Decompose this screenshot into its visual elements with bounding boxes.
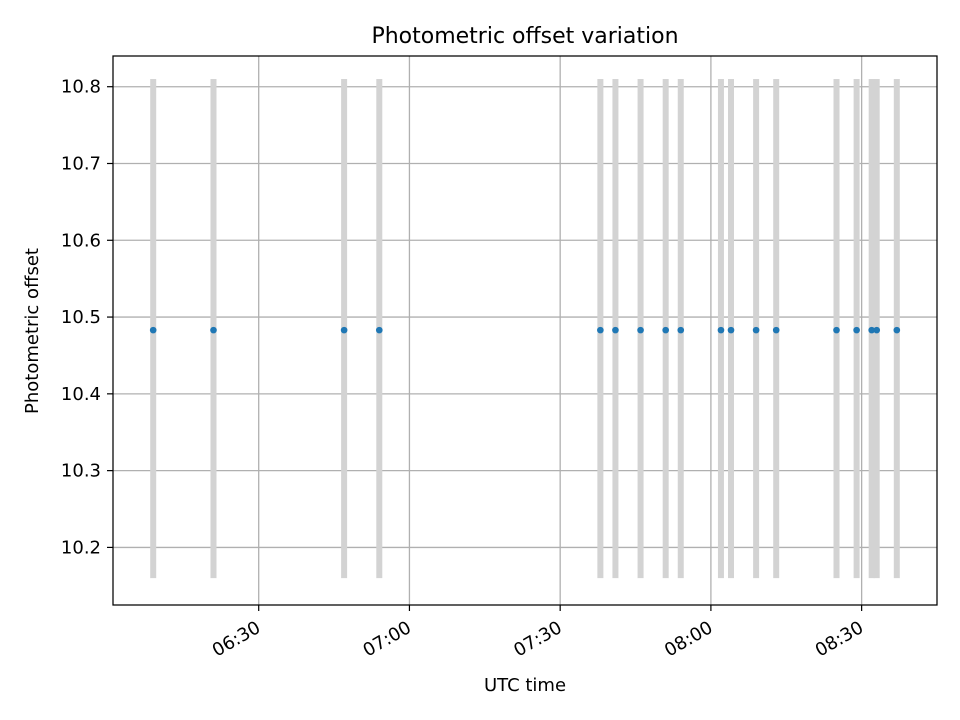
y-tick-label: 10.7: [61, 153, 101, 174]
data-point: [727, 326, 735, 334]
data-points: [149, 326, 901, 334]
y-tick-label: 10.6: [61, 230, 101, 251]
data-point: [210, 326, 217, 334]
data-point: [772, 326, 780, 334]
data-point: [597, 326, 604, 334]
data-point: [873, 326, 881, 334]
data-point: [833, 326, 840, 334]
data-point: [868, 326, 875, 334]
data-point: [375, 326, 383, 334]
data-point: [340, 326, 348, 334]
chart-title: Photometric offset variation: [371, 24, 678, 49]
grid: [113, 56, 937, 605]
data-point: [637, 326, 644, 334]
data-point: [853, 326, 860, 334]
y-axis-ticks: 10.2 10.3 10.4 10.5 10.6 10.7 10.8: [61, 77, 113, 558]
data-point: [662, 326, 669, 334]
data-point: [717, 326, 725, 334]
data-point: [677, 326, 685, 334]
y-axis-label: Photometric offset: [22, 248, 43, 414]
y-tick-label: 10.2: [61, 537, 101, 558]
y-tick-label: 10.4: [61, 384, 101, 405]
data-point: [149, 326, 157, 334]
plot-frame: [112, 55, 938, 606]
y-tick-label: 10.5: [61, 307, 101, 328]
x-axis-label: UTC time: [484, 675, 566, 696]
y-tick-label: 10.3: [61, 461, 101, 482]
data-point: [893, 326, 901, 334]
data-point: [752, 326, 760, 334]
data-point: [612, 326, 619, 334]
y-tick-label: 10.8: [61, 77, 101, 98]
